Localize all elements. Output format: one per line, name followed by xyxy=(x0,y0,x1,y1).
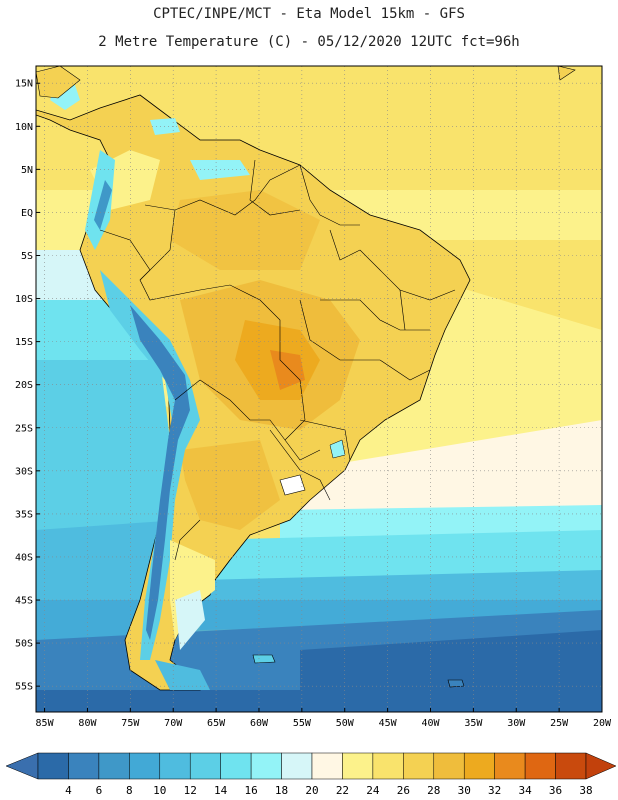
country-borders xyxy=(99,159,456,581)
colorbar-swatch xyxy=(68,752,100,780)
lat-tick-label: 25S xyxy=(15,423,33,434)
lat-tick-label: 35S xyxy=(15,509,33,520)
lon-tick-label: 30W xyxy=(507,718,526,729)
lon-tick-label: 45W xyxy=(379,718,398,729)
colorbar-swatch xyxy=(342,752,374,780)
colorbar-label: 18 xyxy=(275,784,288,797)
lat-tick-label: 50S xyxy=(15,639,33,650)
colorbar-label: 32 xyxy=(488,784,501,797)
colorbar-swatch xyxy=(524,752,556,780)
lon-tick-label: 50W xyxy=(336,718,355,729)
lat-tick-label: 20S xyxy=(15,380,33,391)
colorbar-label: 8 xyxy=(126,784,133,797)
colorbar-swatch xyxy=(159,752,191,780)
colorbar-label: 36 xyxy=(549,784,562,797)
colorbar-label: 10 xyxy=(153,784,166,797)
lat-tick-label: 30S xyxy=(15,466,33,477)
colorbar-swatch xyxy=(220,752,252,780)
lon-tick-label: 80W xyxy=(78,718,97,729)
colorbar-swatch xyxy=(98,752,130,780)
colorbar-swatch xyxy=(37,752,69,780)
colorbar-low-arrow xyxy=(5,752,39,780)
colorbar: 4 6 8 10 12 14 16 18 20 22 24 26 28 30 32 34 36 38 xyxy=(5,752,617,797)
lon-tick-label: 70W xyxy=(164,718,183,729)
colorbar-label: 4 xyxy=(65,784,72,797)
lat-tick-label: 10S xyxy=(15,294,33,305)
lat-tick-label: EQ xyxy=(21,208,33,219)
colorbar-label: 28 xyxy=(427,784,440,797)
colorbar-label: 20 xyxy=(305,784,318,797)
lat-tick-label: 40S xyxy=(15,552,33,563)
map-title-variable: 2 Metre Temperature (C) - 05/12/2020 12U… xyxy=(98,34,520,50)
lat-tick-label: 55S xyxy=(15,682,33,693)
colorbar-swatch xyxy=(403,752,435,780)
colorbar-label: 26 xyxy=(397,784,410,797)
colorbar-swatch xyxy=(372,752,404,780)
colorbar-label: 6 xyxy=(96,784,103,797)
colorbar-label: 24 xyxy=(366,784,380,797)
map-title-source: CPTEC/INPE/MCT - Eta Model 15km - GFS xyxy=(153,6,465,22)
lon-tick-label: 55W xyxy=(293,718,312,729)
lon-tick-label: 40W xyxy=(421,718,440,729)
colorbar-swatch xyxy=(250,752,282,780)
colorbar-swatch xyxy=(555,752,587,780)
lon-tick-label: 75W xyxy=(121,718,140,729)
lat-tick-label: 5S xyxy=(21,251,33,262)
colorbar-label: 14 xyxy=(214,784,228,797)
colorbar-swatch xyxy=(433,752,465,780)
lon-tick-label: 60W xyxy=(250,718,269,729)
latitude-axis: 15N 10N 5N EQ 5S 10S 15S 20S 25S 30S 35S 40S 45S 50S 5… xyxy=(15,79,40,693)
colorbar-swatch xyxy=(129,752,161,780)
lon-tick-label: 85W xyxy=(36,718,55,729)
lat-tick-label: 10N xyxy=(15,122,33,133)
longitude-axis: 85W 80W 75W 70W 65W 60W 55W 50W 45W 40W 35W 30W 25W 2… xyxy=(36,708,612,729)
colorbar-swatch xyxy=(311,752,343,780)
lat-tick-label: 5N xyxy=(21,165,33,176)
colorbar-swatch xyxy=(494,752,526,780)
lon-tick-label: 25W xyxy=(550,718,569,729)
colorbar-high-arrow xyxy=(585,752,617,780)
lon-tick-label: 65W xyxy=(207,718,226,729)
map-field xyxy=(36,66,602,712)
colorbar-label: 38 xyxy=(579,784,592,797)
lat-tick-label: 15S xyxy=(15,337,33,348)
lat-tick-label: 45S xyxy=(15,596,33,607)
colorbar-label: 12 xyxy=(184,784,197,797)
colorbar-swatch xyxy=(281,752,313,780)
colorbar-label: 22 xyxy=(336,784,349,797)
lat-tick-label: 15N xyxy=(15,79,33,90)
colorbar-label: 34 xyxy=(518,784,532,797)
colorbar-swatch xyxy=(189,752,221,780)
colorbar-swatch xyxy=(463,752,495,780)
lon-tick-label: 35W xyxy=(464,718,483,729)
colorbar-label: 16 xyxy=(244,784,257,797)
lon-tick-label: 20W xyxy=(593,718,612,729)
map-frame xyxy=(35,65,603,713)
colorbar-label: 30 xyxy=(458,784,471,797)
